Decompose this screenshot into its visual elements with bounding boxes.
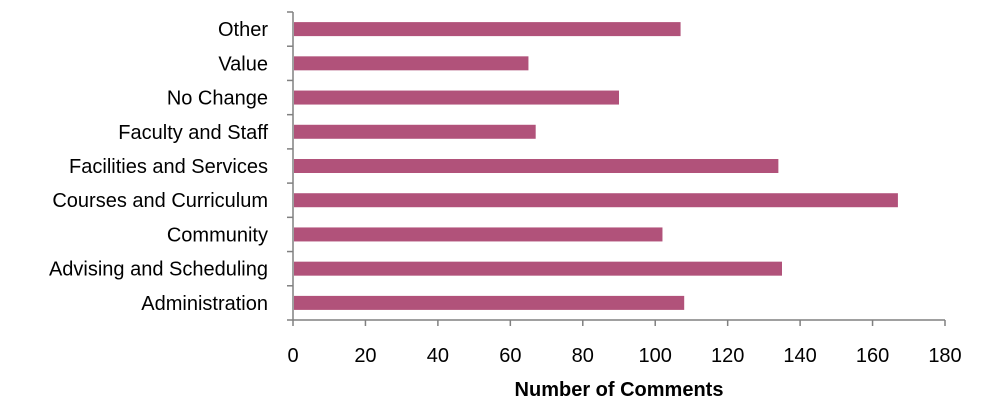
x-axis-ticks (292, 320, 946, 326)
bar-facilities-and-services (294, 159, 779, 173)
y-axis-ticks (287, 11, 293, 321)
category-label: Advising and Scheduling (49, 259, 268, 281)
x-tick-label: 120 (711, 345, 744, 367)
x-tick-label: 60 (499, 345, 521, 367)
bar-value (294, 56, 529, 71)
x-tick-label: 160 (856, 345, 889, 367)
x-tick-label: 40 (427, 345, 449, 367)
x-tick-label: 100 (639, 345, 672, 367)
category-labels: Administration Advising and Scheduling Com… (49, 19, 268, 315)
category-label: Value (218, 53, 268, 75)
bar-courses-and-curriculum (294, 193, 898, 208)
category-label: No Change (167, 88, 268, 110)
category-label: Community (167, 224, 268, 246)
bars-group (294, 22, 898, 310)
category-label: Other (218, 19, 268, 41)
bar-community (294, 227, 663, 242)
bar-advising-and-scheduling (294, 261, 782, 276)
x-tick-label: 140 (783, 345, 816, 367)
x-tick-label: 180 (928, 345, 961, 367)
x-tick-label: 0 (287, 345, 298, 367)
bar-other (294, 22, 681, 37)
x-tick-label: 20 (354, 345, 376, 367)
bar-faculty-and-staff (294, 124, 536, 139)
bar-administration (294, 295, 685, 310)
x-axis-tick-labels: 0 20 40 60 80 100 120 140 160 180 (287, 345, 961, 367)
bar-no-change (294, 90, 619, 105)
category-label: Courses and Curriculum (52, 190, 268, 212)
category-label: Faculty and Staff (118, 122, 268, 144)
x-axis-title: Number of Comments (515, 379, 724, 401)
category-label: Facilities and Services (69, 156, 268, 178)
category-label: Administration (141, 293, 268, 315)
x-tick-label: 80 (572, 345, 594, 367)
